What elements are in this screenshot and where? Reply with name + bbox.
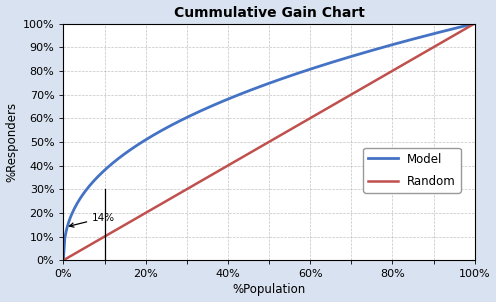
Model	[433, 31, 439, 35]
Model	[304, 69, 310, 72]
Model	[312, 66, 318, 69]
Random	[61, 259, 66, 262]
Model	[407, 38, 413, 42]
Random	[407, 59, 413, 63]
Line: Random: Random	[63, 24, 475, 260]
Random	[472, 22, 478, 25]
Random	[304, 118, 310, 122]
Random	[305, 117, 311, 121]
Random	[433, 44, 439, 47]
Title: Cummulative Gain Chart: Cummulative Gain Chart	[174, 5, 365, 20]
Line: Model: Model	[63, 24, 475, 260]
Y-axis label: %Responders: %Responders	[5, 102, 18, 182]
Model	[61, 259, 66, 262]
Random	[312, 114, 318, 117]
Random	[62, 258, 68, 261]
Model	[62, 237, 68, 240]
Model	[472, 22, 478, 25]
Model	[305, 68, 311, 72]
X-axis label: %Population: %Population	[233, 284, 306, 297]
Text: 14%: 14%	[69, 213, 115, 227]
Legend: Model, Random: Model, Random	[364, 148, 460, 193]
